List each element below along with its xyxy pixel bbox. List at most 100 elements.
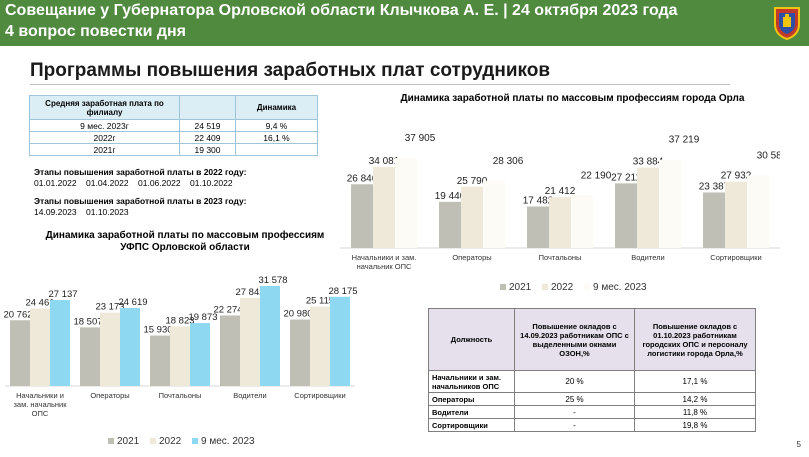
legend-label: 2022 (159, 436, 182, 447)
data-label: 24 461 (25, 298, 54, 309)
table-cell (235, 143, 318, 156)
bar (395, 158, 417, 248)
table-cell: 19,8 % (634, 418, 756, 432)
category-label: начальник ОПС (357, 262, 412, 271)
bar (703, 192, 725, 248)
category-label: Сортировщики (294, 391, 345, 400)
bar (240, 297, 260, 386)
data-label: 28 175 (328, 286, 357, 297)
coat-of-arms-icon (774, 7, 800, 40)
legend-swatch (542, 284, 548, 290)
data-label: 26 846 (347, 173, 378, 184)
right-chart-title: Динамика заработной платы по массовым пр… (400, 93, 745, 104)
bar (747, 175, 769, 248)
data-label: 20 980 (283, 309, 312, 320)
data-label: 34 081 (369, 156, 400, 167)
data-label: 19 440 (435, 191, 466, 202)
legend-swatch (192, 438, 198, 444)
legend-label: 2022 (551, 282, 574, 293)
salary-table: Средняя заработная плата по филиалу Дина… (29, 95, 318, 156)
table-cell: 19 300 (179, 143, 236, 156)
category-label: Операторы (452, 253, 491, 262)
table-row: 9 мес. 2023г 24 519 9,4 % (29, 119, 318, 132)
data-label: 27 137 (48, 289, 77, 300)
bar (120, 308, 140, 386)
stages-2023-title: Этапы повышения заработной платы в 2023 … (34, 196, 247, 206)
bar (100, 312, 120, 386)
table-cell: Сортировщики (428, 418, 515, 432)
table-cell: 16,1 % (235, 131, 318, 144)
bar (659, 159, 681, 248)
table-cell: 17,1 % (634, 370, 756, 393)
data-label: 18 823 (165, 315, 194, 326)
data-label: 25 790 (457, 176, 488, 187)
stage-date: 14.09.2023 (34, 207, 77, 217)
right-bar-chart: 26 846 34 081 37 905 Начальники и зам.начал… (340, 133, 780, 293)
data-label: 20 762 (3, 309, 32, 320)
bar (290, 319, 310, 386)
legend-swatch (500, 284, 506, 290)
data-label: 27 842 (235, 287, 264, 298)
data-label: 30 586 (757, 150, 780, 161)
salary-header-2 (179, 95, 236, 120)
bar (80, 327, 100, 386)
stage-date: 01.06.2022 (138, 178, 181, 188)
legend-label: 2021 (117, 436, 140, 447)
raise-header-3: Повышение окладов с 01.10.2023 работника… (634, 308, 756, 371)
table-cell: 2022г (29, 131, 180, 144)
table-cell: 24 519 (179, 119, 236, 132)
data-label: 21 412 (545, 186, 576, 197)
bar (310, 306, 330, 386)
bar (330, 296, 350, 386)
data-label: 22 274 (213, 304, 242, 315)
bar (351, 184, 373, 248)
stage-date: 01.10.2022 (190, 178, 233, 188)
table-row: Начальники и зам. начальников ОПС 20 % 1… (428, 370, 756, 393)
legend-label: 9 мес. 2023 (593, 282, 647, 293)
category-label: Начальники и (16, 391, 64, 400)
header-bar: Совещание у Губернатора Орловской област… (0, 0, 809, 46)
category-label: Почтальоны (159, 391, 202, 400)
bar (373, 167, 395, 248)
table-row: Операторы 25 % 14,2 % (428, 392, 756, 406)
data-label: 19 873 (188, 312, 217, 323)
table-cell: 25 % (514, 392, 635, 406)
stages-2022-title: Этапы повышения заработной платы в 2022 … (34, 167, 247, 177)
category-label: Операторы (90, 391, 129, 400)
data-label: 28 306 (493, 156, 524, 167)
data-label: 31 578 (258, 275, 287, 286)
data-label: 25 115 (306, 295, 334, 306)
table-cell: Водители (428, 405, 515, 419)
salary-header-1: Средняя заработная плата по филиалу (29, 95, 180, 120)
legend-swatch (584, 284, 590, 290)
stage-date: 01.04.2022 (86, 178, 129, 188)
table-cell: Начальники и зам. начальников ОПС (428, 370, 515, 393)
legend-swatch (108, 438, 114, 444)
bar (50, 300, 70, 386)
raise-header-1: Должность (428, 308, 515, 371)
table-cell: 22 409 (179, 131, 236, 144)
table-cell: Операторы (428, 392, 515, 406)
table-cell: - (514, 418, 635, 432)
bar (170, 326, 190, 386)
legend-label: 2021 (509, 282, 532, 293)
table-cell: 11,8 % (634, 405, 756, 419)
legend-swatch (150, 438, 156, 444)
header-subtitle: 4 вопрос повестки дня (5, 23, 187, 40)
bar (549, 197, 571, 248)
table-cell: - (514, 405, 635, 419)
bar (483, 180, 505, 248)
title-divider (30, 84, 730, 85)
raise-table: Должность Повышение окладов с 14.09.2023… (428, 308, 756, 432)
category-label: зам. начальник (13, 400, 67, 409)
bar (439, 201, 461, 248)
bar (150, 335, 170, 386)
bar (461, 186, 483, 248)
data-label: 37 905 (405, 133, 436, 144)
data-label: 33 884 (633, 157, 664, 168)
header-title: Совещание у Губернатора Орловской област… (5, 2, 678, 19)
bar (220, 315, 240, 386)
bar (190, 323, 210, 386)
stages-2022-dates: 01.01.2022 01.04.2022 01.06.2022 01.10.2… (34, 178, 233, 188)
